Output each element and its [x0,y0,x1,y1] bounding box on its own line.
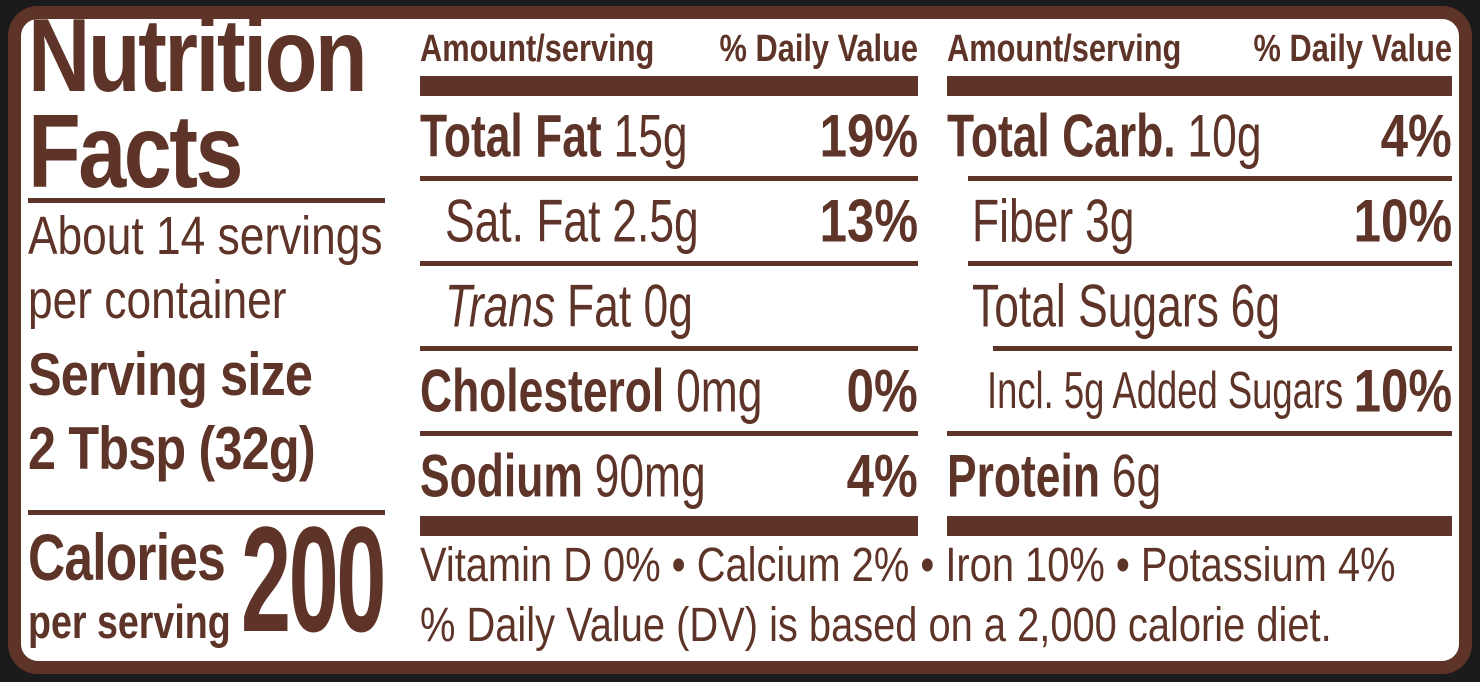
row-total-sugars: Total Sugars 6g [947,266,1452,346]
amount-serving-header: Amount/serving [947,28,1182,70]
nutrient-name: Sodium [420,442,583,510]
footer: Vitamin D 0% • Calcium 2% • Iron 10% • P… [420,536,1480,656]
row-fiber: Fiber 3g 10% [947,181,1452,261]
servings-line1: About 14 servings [28,206,383,266]
row-cholesterol: Cholesterol 0mg 0% [420,351,918,431]
label-title-line2: Facts [28,94,244,210]
divider [968,261,1452,266]
fat-column: Amount/serving % Daily Value Total Fat 15… [420,22,918,536]
nutrient-name: Incl. 5g Added Sugars [987,362,1344,420]
divider [420,261,918,266]
nutrient-name: Trans [445,272,556,340]
nutrient-name: Cholesterol [420,357,665,425]
micronutrients-line: Vitamin D 0% • Calcium 2% • Iron 10% • P… [420,539,1396,592]
serving-size: Serving size 2 Tbsp (32g) [28,338,316,486]
thick-rule [420,76,918,96]
carb-column-header: Amount/serving % Daily Value [947,22,1452,76]
daily-value: 13% [819,187,918,255]
calories-label: Calories [28,520,226,594]
serving-size-value: 2 Tbsp (32g) [28,415,316,482]
nutrient-name: Total Sugars [972,272,1219,340]
divider [947,431,1452,436]
daily-value: 19% [819,102,918,170]
nutrient-amount: 10g [1187,102,1262,170]
nutrient-amount: 90mg [594,442,706,510]
daily-value-header: % Daily Value [719,28,918,70]
servings-per-container: About 14 servings per container [28,204,382,332]
nutrient-amount: Fat 0g [567,272,693,340]
label-title: Nutrition Facts [28,0,368,210]
nutrient-name: Protein [947,442,1100,510]
serving-size-label: Serving size [28,341,313,408]
thick-rule [420,516,918,536]
amount-serving-header: Amount/serving [420,28,655,70]
divider [420,346,918,351]
nutrient-amount: 6g [1230,272,1281,340]
nutrient-amount: 0mg [676,357,763,425]
thick-rule [947,76,1452,96]
row-trans-fat: Trans Fat 0g [420,266,918,346]
nutrient-name: Total Fat [420,102,602,170]
nutrient-name: Sat. Fat [445,187,601,255]
daily-value-header: % Daily Value [1253,28,1452,70]
daily-value: 10% [1353,187,1452,255]
divider [420,176,918,181]
carb-column: Amount/serving % Daily Value Total Carb.… [947,22,1452,536]
thick-rule [947,516,1452,536]
nutrient-amount: 6g [1111,442,1162,510]
daily-value: 0% [846,357,918,425]
row-sodium: Sodium 90mg 4% [420,436,918,516]
daily-value: 4% [1380,102,1452,170]
label-frame [8,6,1472,674]
divider [28,198,385,203]
label-title-line1: Nutrition [28,0,368,114]
nutrient-amount: 15g [613,102,688,170]
nutrient-amount: 3g [1085,187,1135,255]
divider [968,176,1452,181]
divider [993,346,1452,351]
row-protein: Protein 6g [947,436,1452,516]
nutrient-name: Total Carb. [947,102,1176,170]
row-added-sugars: Incl. 5g Added Sugars 10% [947,351,1452,431]
fat-column-header: Amount/serving % Daily Value [420,22,918,76]
calories-per-serving-label: per serving [28,595,231,648]
daily-value-note: % Daily Value (DV) is based on a 2,000 c… [420,599,1332,652]
daily-value: 10% [1353,357,1452,425]
row-total-carb: Total Carb. 10g 4% [947,96,1452,176]
row-total-fat: Total Fat 15g 19% [420,96,918,176]
nutrient-amount: 2.5g [612,187,699,255]
calories-value: 200 [241,495,386,663]
divider [420,431,918,436]
servings-line2: per container [28,270,287,330]
daily-value: 4% [846,442,918,510]
nutrient-name: Fiber [972,187,1074,255]
row-sat-fat: Sat. Fat 2.5g 13% [420,181,918,261]
divider [28,510,385,515]
